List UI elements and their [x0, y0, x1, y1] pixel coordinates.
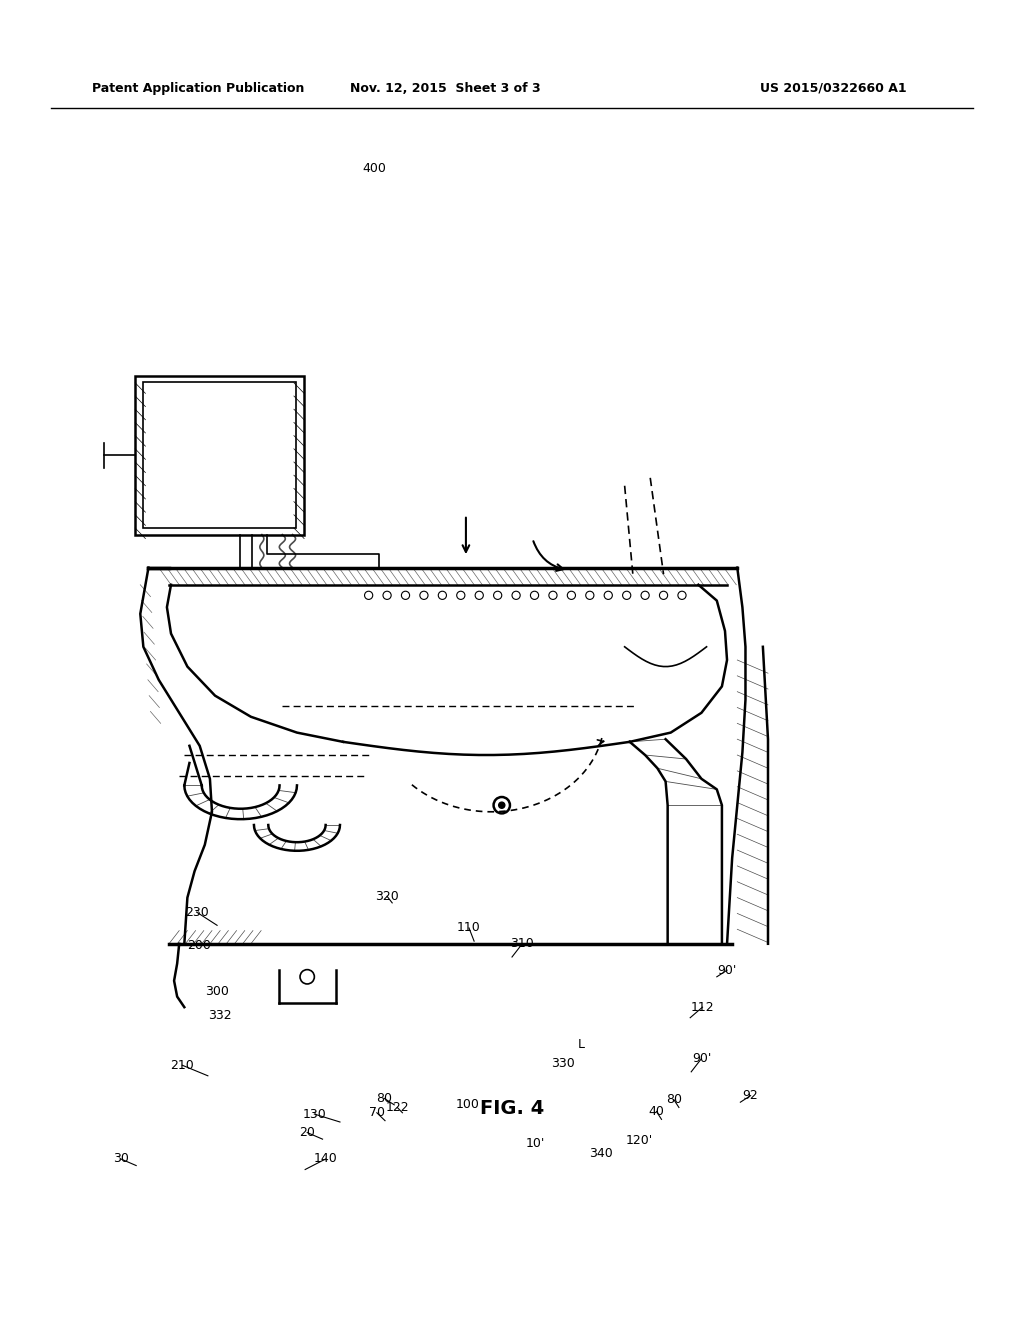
Text: 90': 90': [692, 1052, 711, 1065]
Text: 30: 30: [113, 1152, 129, 1166]
Text: 332: 332: [208, 1008, 232, 1022]
Text: 92: 92: [742, 1089, 759, 1102]
Text: 80: 80: [376, 1092, 392, 1105]
Text: 400: 400: [362, 162, 387, 176]
Text: 40: 40: [648, 1105, 665, 1118]
Text: 210: 210: [170, 1059, 195, 1072]
Bar: [143, 383, 296, 528]
Text: 330: 330: [551, 1057, 575, 1071]
Text: 300: 300: [205, 985, 229, 998]
Text: US 2015/0322660 A1: US 2015/0322660 A1: [760, 82, 906, 95]
Text: 120': 120': [626, 1134, 652, 1147]
Text: 80: 80: [666, 1093, 682, 1106]
Text: FIG. 4: FIG. 4: [480, 1100, 544, 1118]
Text: 10': 10': [526, 1137, 545, 1150]
Text: 310: 310: [510, 937, 535, 950]
Text: 230: 230: [184, 906, 209, 919]
Text: 130: 130: [302, 1107, 327, 1121]
Circle shape: [499, 803, 505, 808]
Text: 100: 100: [456, 1098, 480, 1111]
Text: 140: 140: [313, 1152, 338, 1166]
Text: Nov. 12, 2015  Sheet 3 of 3: Nov. 12, 2015 Sheet 3 of 3: [350, 82, 541, 95]
Text: 200: 200: [186, 939, 211, 952]
Text: 320: 320: [375, 890, 399, 903]
Text: 90': 90': [718, 964, 736, 977]
Text: 110: 110: [457, 921, 481, 935]
Bar: [135, 376, 304, 535]
Text: 340: 340: [589, 1147, 613, 1160]
Text: Patent Application Publication: Patent Application Publication: [92, 82, 304, 95]
Text: 122: 122: [385, 1101, 410, 1114]
Text: 20: 20: [299, 1126, 315, 1139]
Text: 70: 70: [369, 1106, 385, 1119]
Text: L: L: [579, 1038, 585, 1051]
Text: 112: 112: [690, 1001, 715, 1014]
